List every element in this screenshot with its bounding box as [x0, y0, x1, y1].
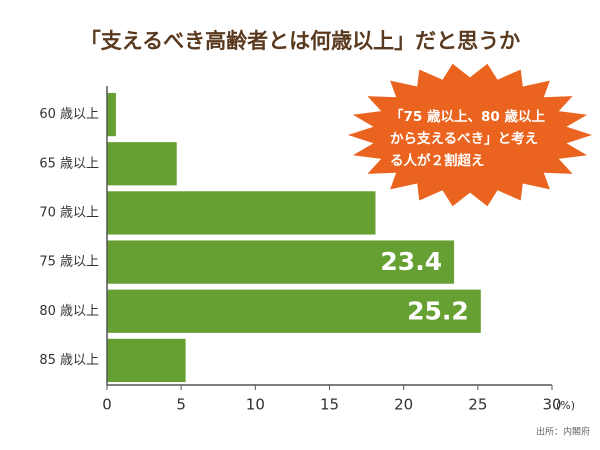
source: 出所：内閣府: [536, 426, 590, 438]
bar: [107, 240, 455, 284]
bar: [107, 191, 376, 235]
x-tick-label: 20: [394, 396, 413, 414]
y-tick-label: 70 歳以上: [39, 205, 99, 220]
bar: [107, 142, 177, 186]
x-unit: (%): [556, 399, 575, 412]
bar: [107, 92, 116, 137]
y-tick-label: 60 歳以上: [39, 107, 99, 122]
value-label: 25.2: [407, 296, 469, 325]
x-tick-label: 0: [102, 396, 112, 414]
x-tick-label: 25: [468, 396, 487, 414]
x-tick-label: 10: [246, 396, 265, 414]
x-tick-label: 15: [320, 396, 339, 414]
y-tick-label: 65 歳以上: [39, 156, 99, 171]
chart-title: 「支えるべき高齢者とは何歳以上」だと思うか: [80, 29, 520, 53]
bar: [107, 338, 186, 383]
callout-burst: [348, 63, 592, 207]
y-tick-label: 85 歳以上: [39, 353, 99, 368]
callout-text: る人が２割超え: [390, 152, 485, 169]
value-label: 23.4: [380, 247, 442, 276]
callout-text: から支えるべき」と考え: [390, 130, 538, 147]
callout-text: 「75 歳以上、80 歳以上: [390, 108, 545, 125]
y-tick-label: 75 歳以上: [39, 255, 99, 270]
x-tick-label: 30: [542, 396, 561, 414]
bar: [107, 289, 481, 333]
y-tick-label: 80 歳以上: [39, 304, 99, 319]
x-tick-label: 5: [176, 396, 186, 414]
